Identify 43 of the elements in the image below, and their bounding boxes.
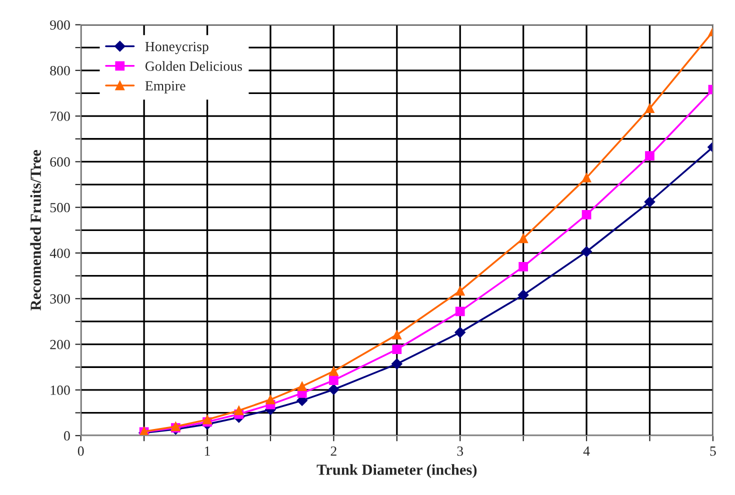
point xyxy=(329,366,338,376)
point xyxy=(234,406,244,416)
y-tick-label: 600 xyxy=(50,157,70,167)
point xyxy=(645,104,654,113)
point xyxy=(202,414,212,424)
point xyxy=(582,210,592,220)
point xyxy=(518,262,528,272)
point xyxy=(518,234,528,244)
x-tick-label: 1 xyxy=(205,446,210,456)
point xyxy=(644,196,656,208)
x-tick-label: 0 xyxy=(78,446,84,456)
point xyxy=(392,330,402,340)
point xyxy=(297,382,307,391)
point xyxy=(645,151,654,160)
point xyxy=(329,376,338,386)
y-axis-title: Recomended Fruits/Tree xyxy=(30,150,41,310)
point xyxy=(518,290,529,300)
point xyxy=(455,286,465,296)
y-tick-label: 700 xyxy=(50,112,70,122)
point xyxy=(392,344,402,354)
x-axis-title: Trunk Diameter (inches) xyxy=(316,464,477,478)
y-tick-label: 0 xyxy=(64,431,70,441)
point xyxy=(266,394,276,404)
x-tick-label: 5 xyxy=(710,446,716,456)
y-tick-label: 800 xyxy=(50,66,70,76)
y-tick-label: 500 xyxy=(50,202,70,212)
x-tick-label: 3 xyxy=(457,446,464,456)
y-tick-label: 300 xyxy=(50,294,70,304)
point xyxy=(391,358,402,370)
point xyxy=(455,306,465,316)
x-tick-label: 4 xyxy=(583,446,590,456)
y-tick-label: 200 xyxy=(50,340,70,350)
y-tick-label: 900 xyxy=(50,20,70,30)
point xyxy=(454,327,466,338)
point xyxy=(328,384,340,395)
point xyxy=(581,246,592,258)
legend-label: Golden Delicious xyxy=(145,61,242,71)
point xyxy=(582,172,592,182)
y-tick-label: 100 xyxy=(50,386,70,395)
legend-label: Empire xyxy=(145,81,186,94)
x-tick-label: 2 xyxy=(330,446,336,456)
legend-label: Honeycrisp xyxy=(145,42,208,54)
y-tick-label: 400 xyxy=(50,248,70,258)
